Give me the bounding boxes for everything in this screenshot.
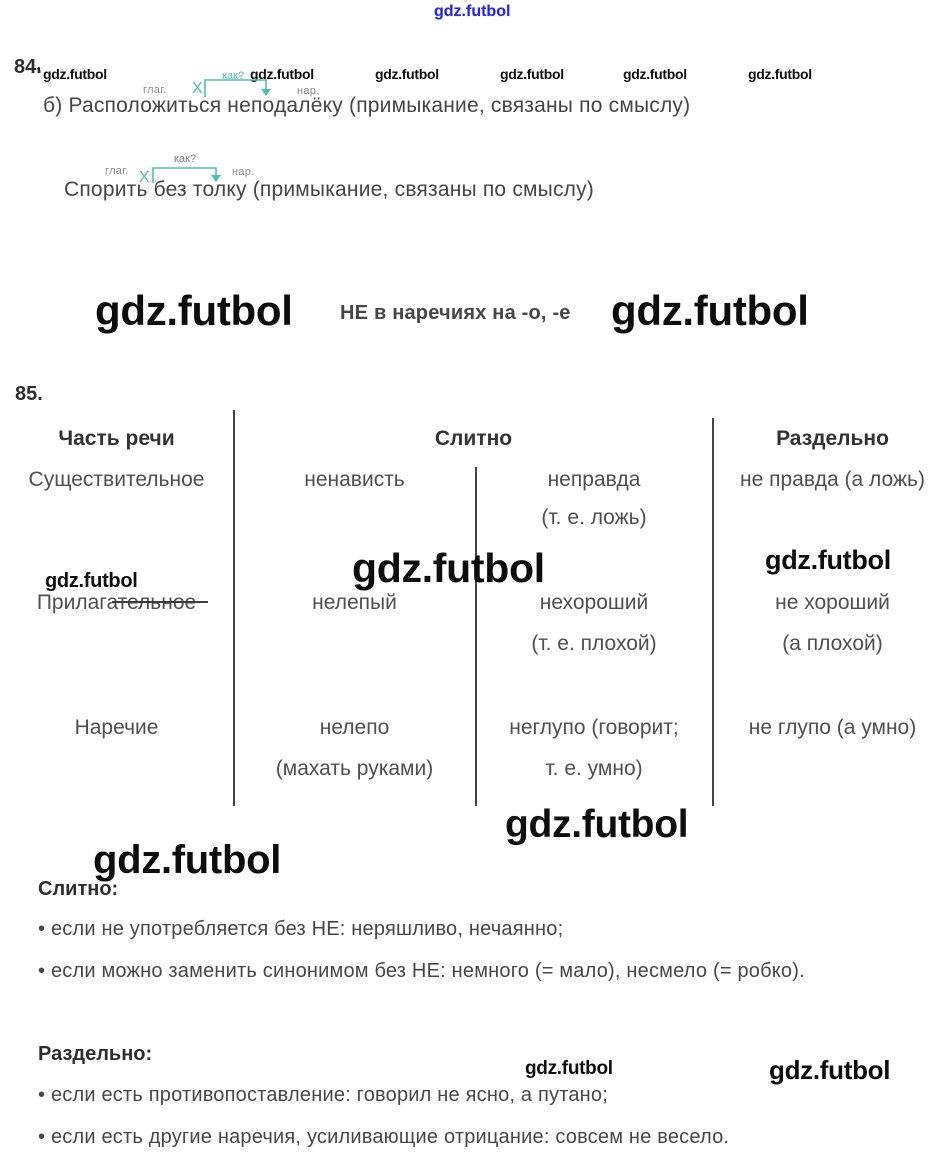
tiny-dot: •: [37, 64, 41, 75]
table-cell: нехороший: [539, 591, 649, 614]
watermark: gdz.futbol: [769, 1055, 891, 1085]
table-cell: т. е. умно): [545, 757, 643, 780]
rule-heading-separate: Раздельно:: [38, 1043, 153, 1065]
answer-sentence: Спорить без толку (примыкание, связаны п…: [64, 178, 595, 201]
watermark: gdz.futbol: [375, 66, 439, 82]
table-cell: нелепый: [312, 591, 397, 614]
adverb-part-label: нар.: [297, 85, 320, 97]
table-cell: (т. е. ложь): [541, 506, 647, 529]
table-cell: Прилагательное: [36, 591, 197, 614]
watermark-top: gdz.futbol: [434, 3, 511, 20]
watermark: gdz.futbol: [95, 287, 293, 334]
table-cell: ненависть: [304, 468, 405, 491]
column-header-separate: Раздельно: [776, 427, 889, 450]
watermark: gdz.futbol: [765, 545, 891, 575]
table-cell: не хороший: [775, 591, 890, 614]
table-cell: не глупо (а умно): [748, 716, 917, 739]
table-cell: (т. е. плохой): [531, 632, 657, 655]
exercise-85-label: 85.: [15, 383, 43, 405]
section-heading: НЕ в наречиях на -о, -е: [340, 302, 571, 324]
watermark: gdz.futbol: [525, 1058, 613, 1079]
head-word-x-mark: X: [139, 169, 150, 186]
table-cell: неправда: [547, 468, 641, 491]
table-cell: нелепо: [319, 716, 390, 739]
table-cell: не правда (а ложь): [740, 468, 925, 491]
answer-sentence: б) Расположиться неподалёку (примыкание,…: [43, 94, 691, 117]
watermark: gdz.futbol: [623, 66, 687, 82]
table-divider: [233, 410, 235, 806]
watermark: gdz.futbol: [505, 803, 689, 846]
watermark: gdz.futbol: [748, 66, 812, 82]
head-word-x-mark: X: [192, 80, 203, 97]
scan-artifact-line: [112, 601, 208, 603]
rule-bullet: • если не употребляется без НЕ: неряшлив…: [38, 918, 564, 940]
watermark: gdz.futbol: [45, 570, 138, 592]
table-cell: Существительное: [28, 468, 205, 491]
adverb-part-label: нар.: [232, 166, 255, 178]
table-cell: Наречие: [74, 716, 159, 739]
dependency-arrow: [204, 79, 271, 97]
table-divider: [712, 418, 714, 806]
table-divider: [475, 467, 477, 806]
rule-heading-fused: Слитно:: [38, 878, 119, 900]
column-header-part: Часть речи: [58, 427, 175, 450]
watermark: gdz.futbol: [93, 838, 282, 882]
exercise-84-label: 84.: [14, 56, 42, 78]
verb-part-label: глаг.: [143, 84, 167, 96]
watermark: gdz.futbol: [500, 66, 564, 82]
rule-bullet: • если можно заменить синонимом без НЕ: …: [38, 960, 805, 982]
rule-bullet: • если есть другие наречия, усиливающие …: [38, 1126, 730, 1148]
question-label: как?: [174, 153, 197, 165]
watermark: gdz.futbol: [250, 66, 314, 82]
watermark: gdz.futbol: [352, 545, 545, 591]
watermark: gdz.futbol: [43, 66, 107, 82]
verb-part-label: глаг.: [105, 165, 129, 177]
question-label: как?: [222, 70, 245, 82]
column-header-fused: Слитно: [434, 427, 513, 450]
table-cell: (махать руками): [275, 757, 434, 780]
watermark: gdz.futbol: [611, 287, 809, 334]
table-cell: (а плохой): [782, 632, 883, 655]
table-cell: неглупо (говорит;: [509, 716, 679, 739]
dependency-arrow: [152, 167, 221, 183]
rule-bullet: • если есть противопоставление: говорил …: [38, 1084, 609, 1106]
